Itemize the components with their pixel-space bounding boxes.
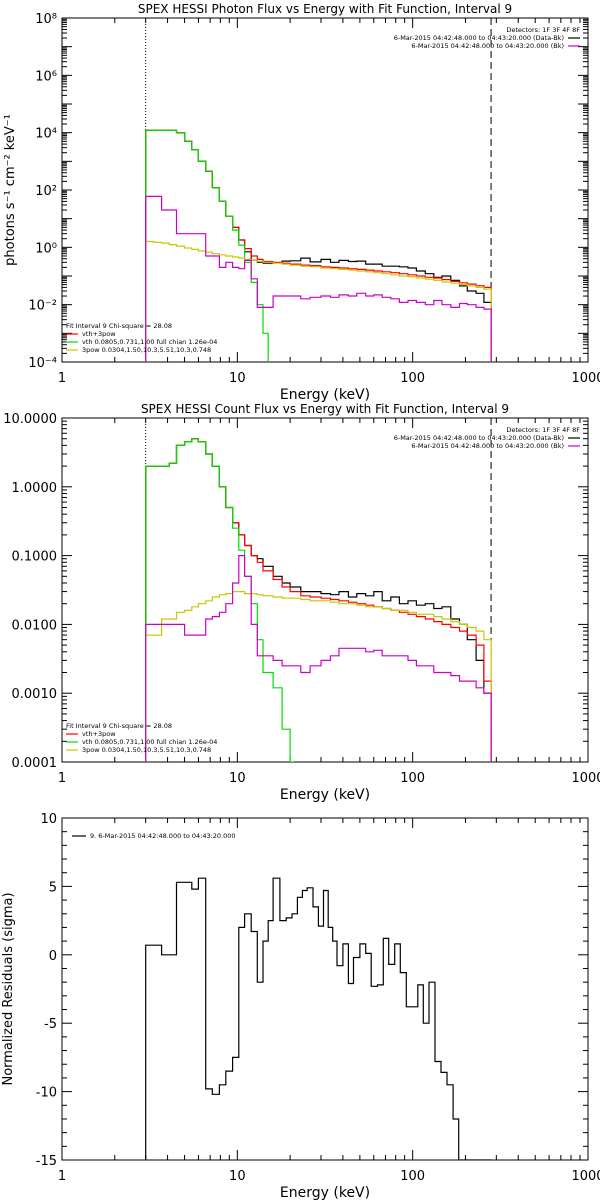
y-tick-label: 0.0001	[12, 756, 58, 771]
x-tick-label: 1000	[571, 371, 600, 386]
x-tick-label: 100	[400, 1169, 425, 1184]
chart-title: SPEX HESSI Photon Flux vs Energy with Fi…	[138, 2, 512, 16]
x-axis-label: Energy (keV)	[280, 1185, 370, 1200]
y-tick-label: -10	[36, 1086, 57, 1101]
legend-right-label: 6-Mar-2015 04:42:48.000 to 04:43:20.000 …	[411, 442, 564, 450]
series-line-3	[145, 129, 269, 362]
chart-title: SPEX HESSI Count Flux vs Energy with Fit…	[141, 402, 509, 416]
y-tick-label: 10	[40, 812, 57, 827]
series-line-4	[145, 240, 492, 362]
legend-label: 9. 6-Mar-2015 04:42:48.000 to 04:43:20.0…	[90, 832, 236, 840]
legend-left-label: vth 0.0805,0.731,1.00 full chian 1.26e-0…	[82, 738, 217, 746]
detectors-note: Detectors: 1F 3F 4F 8F	[506, 26, 580, 34]
detectors-note: Detectors: 1F 3F 4F 8F	[506, 426, 580, 434]
x-axis-label: Energy (keV)	[280, 387, 370, 403]
series-line-1	[145, 877, 492, 1160]
y-tick-label: -5	[44, 1017, 57, 1032]
y-tick-label: 10⁰	[35, 241, 57, 256]
y-tick-label: 10⁸	[35, 12, 57, 27]
legend-left-label: vth 0.0805,0.731,1.00 full chian 1.26e-0…	[82, 338, 217, 346]
y-tick-label: -15	[36, 1154, 57, 1169]
chart-panel-1: 1 10 100 1000 10⁻⁴ 10⁻² 10⁰ 10² 10⁴ 10⁶ 10⁸ SPEX HE…	[3, 2, 600, 403]
legend-left-label: vth+3pow	[82, 330, 116, 338]
y-tick-label: 10⁻⁴	[28, 356, 57, 371]
series-line-4	[145, 591, 492, 762]
y-tick-label: 0.1000	[12, 550, 58, 565]
legend-right-label: 6-Mar-2015 04:42:48.000 to 04:43:20.000 …	[411, 42, 564, 50]
fit-summary: Fit Interval 9 Chi-square = 28.08	[66, 722, 172, 730]
y-tick-label: 0.0010	[12, 687, 58, 702]
plot-frame	[61, 817, 589, 1161]
fit-summary: Fit Interval 9 Chi-square = 28.08	[66, 322, 172, 330]
x-tick-label: 10	[229, 371, 246, 386]
x-tick-label: 1	[58, 771, 66, 786]
legend-right-label: 6-Mar-2015 04:42:48.000 to 04:43:20.000 …	[394, 434, 564, 442]
series-line-5	[145, 555, 492, 762]
y-tick-label: 10⁻²	[28, 299, 57, 314]
x-tick-label: 1	[58, 371, 66, 386]
x-tick-label: 1	[58, 1169, 66, 1184]
x-tick-label: 10	[229, 771, 246, 786]
x-tick-label: 1000	[571, 771, 600, 786]
y-tick-label: 10²	[35, 184, 57, 199]
y-axis-label: photons s⁻¹ cm⁻² keV⁻¹	[3, 114, 18, 266]
y-tick-label: 0	[49, 949, 57, 964]
legend-right-label: 6-Mar-2015 04:42:48.000 to 04:43:20.000 …	[394, 34, 564, 42]
chart-panel-2: 1 10 100 1000 0.0001 0.0010 0.0100 0.1000 1.0000…	[3, 402, 600, 803]
x-tick-label: 1000	[571, 1169, 600, 1184]
y-axis-label: Normalized Residuals (sigma)	[1, 892, 16, 1085]
x-tick-label: 100	[400, 371, 425, 386]
series-line-5	[145, 195, 492, 362]
x-tick-label: 100	[400, 771, 425, 786]
y-tick-label: 1.0000	[12, 481, 58, 496]
legend-left-label: 3pow 0.0304,1.50,10.3,5.51,10.3,0.748	[82, 746, 211, 754]
x-axis-label: Energy (keV)	[280, 787, 370, 803]
plot-frame	[61, 417, 589, 763]
legend-left-label: vth+3pow	[82, 730, 116, 738]
x-tick-label: 10	[229, 1169, 246, 1184]
legend-left-label: 3pow 0.0304,1.50,10.3,5.51,10.3,0.748	[82, 346, 211, 354]
y-tick-label: 10.0000	[3, 412, 57, 427]
y-tick-label: 0.0100	[12, 618, 58, 633]
series-line-3	[145, 438, 294, 762]
y-tick-label: 10⁴	[35, 127, 57, 142]
y-tick-label: 10⁶	[35, 69, 57, 84]
chart-panel-3: 1 10 100 1000 -15 -10 -5 0 5 10 Energy (keV) Normal…	[1, 812, 600, 1200]
y-tick-label: 5	[49, 880, 57, 895]
